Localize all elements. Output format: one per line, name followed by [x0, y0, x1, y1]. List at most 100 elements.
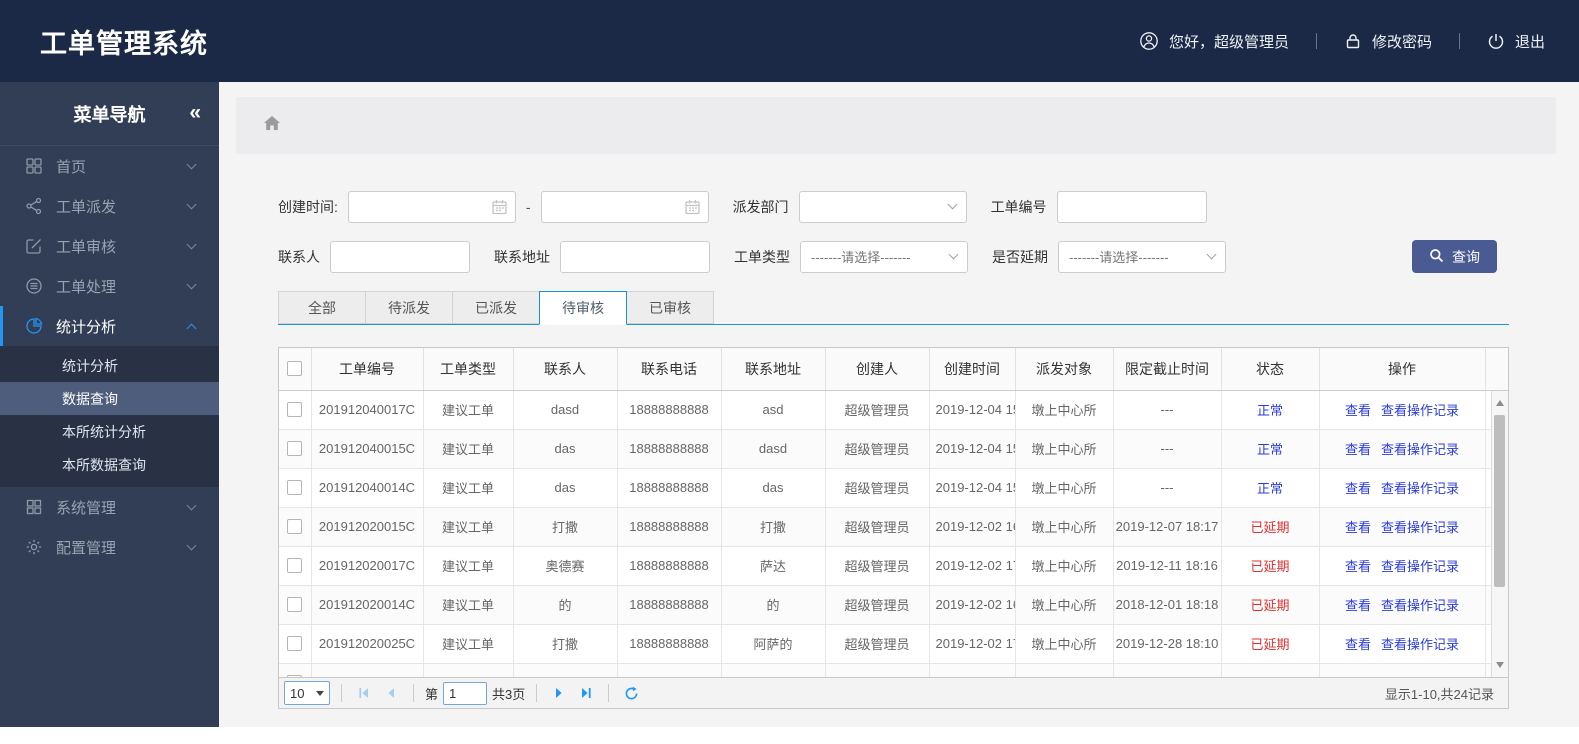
view-link[interactable]: 查看 [1344, 442, 1371, 457]
search-button[interactable]: 查询 [1412, 240, 1497, 273]
next-page-button[interactable] [548, 682, 570, 704]
page-number-input[interactable] [443, 681, 488, 705]
sidebar: 菜单导航 « 首页 工单派发 工单审核 工单处理 统计分析 统计分析 数据查询 本所统计分析本… [0, 82, 219, 727]
address-input[interactable] [560, 240, 710, 273]
status-badge: 已延期 [1250, 598, 1290, 613]
sidebar-subitem[interactable]: 本所数据查询 [0, 448, 219, 481]
th-icon [25, 498, 43, 516]
row-checkbox[interactable] [287, 402, 303, 417]
chevron-down-icon [316, 690, 324, 696]
select-all-checkbox[interactable] [287, 361, 303, 377]
sidebar-item-process[interactable]: 工单处理 [0, 266, 219, 306]
cell-creator: 超级管理员 [825, 390, 930, 430]
row-checkbox[interactable] [287, 558, 303, 573]
cell-actions: 查看 查看操作记录 [1319, 429, 1486, 469]
empty-cell [1221, 663, 1320, 677]
view-link[interactable]: 查看 [1344, 481, 1371, 496]
scroll-down-arrow-icon[interactable] [1496, 662, 1504, 668]
cell-contact: 奥德赛 [513, 546, 618, 586]
page-size-select[interactable]: 10 [284, 681, 330, 705]
row-checkbox[interactable] [287, 480, 303, 495]
table-row: 201912040014C 建议工单 das 18888888888 das 超级管理员 2… [279, 468, 1508, 508]
total-pages-label: 共3页 [492, 686, 526, 702]
sidebar-item-config[interactable]: 配置管理 [0, 527, 219, 567]
sidebar-subitem[interactable]: 统计分析 [0, 349, 219, 382]
view-link[interactable]: 查看 [1344, 598, 1371, 613]
row-checkbox[interactable] [287, 636, 303, 651]
cell-target: 墩上中心所 [1015, 390, 1114, 430]
view-log-link[interactable]: 查看操作记录 [1381, 637, 1460, 652]
column-header: 创建时间 [929, 348, 1016, 391]
sidebar-item-stats[interactable]: 统计分析 [0, 306, 219, 346]
tab-1[interactable]: 待派发 [365, 291, 453, 324]
date-to-input[interactable] [540, 190, 709, 223]
vertical-scrollbar[interactable] [1491, 391, 1508, 677]
tab-3[interactable]: 待审核 [539, 291, 627, 325]
row-select-cell [279, 585, 312, 625]
cell-actions: 查看 查看操作记录 [1319, 507, 1486, 547]
calendar-icon[interactable] [684, 198, 701, 215]
order-type-select[interactable]: -------请选择------- [800, 240, 968, 273]
row-checkbox[interactable] [287, 441, 303, 456]
calendar-icon[interactable] [491, 198, 508, 215]
last-page-button[interactable] [575, 682, 597, 704]
tab-4[interactable]: 已审核 [626, 291, 714, 324]
status-tabs: 全部 待派发 已派发 待审核 已审核 [278, 291, 1509, 325]
logout-link[interactable]: 退出 [1487, 31, 1545, 52]
date-from-input[interactable] [347, 190, 516, 223]
cell-deadline: --- [1113, 468, 1222, 508]
table-row: 201912020014C 建议工单的 18888888888 的超级管理员 2019-… [279, 585, 1508, 625]
first-page-button[interactable] [353, 682, 375, 704]
refresh-button[interactable] [620, 682, 642, 704]
view-link[interactable]: 查看 [1344, 559, 1371, 574]
delay-select[interactable]: -------请选择------- [1058, 240, 1226, 273]
tab-2[interactable]: 已派发 [452, 291, 540, 324]
change-password-link[interactable]: 修改密码 [1344, 31, 1432, 52]
chevron-down-icon [186, 279, 197, 289]
pager-divider [341, 684, 342, 702]
pager-divider [536, 684, 538, 702]
header-divider [1315, 33, 1317, 49]
sidebar-item-review[interactable]: 工单审核 [0, 226, 219, 266]
cell-contact: das [513, 429, 618, 469]
user-greeting: 您好，超级管理员 [1139, 31, 1289, 52]
prev-page-button[interactable] [380, 682, 402, 704]
view-log-link[interactable]: 查看操作记录 [1381, 559, 1460, 574]
sidebar-item-label: 工单派发 [56, 198, 117, 216]
view-link[interactable]: 查看 [1344, 520, 1371, 535]
view-link[interactable]: 查看 [1344, 637, 1371, 652]
date-range-separator: - [525, 198, 531, 215]
cell-status: 已延期 [1221, 546, 1320, 586]
row-checkbox[interactable] [287, 675, 303, 677]
view-link[interactable]: 查看 [1344, 403, 1371, 418]
dispatch-dept-select[interactable] [798, 190, 967, 223]
page-label: 第 [425, 686, 439, 702]
address-label: 联系地址 [494, 248, 550, 265]
sidebar-subitem[interactable]: 本所统计分析 [0, 415, 219, 448]
view-log-link[interactable]: 查看操作记录 [1381, 481, 1460, 496]
collapse-sidebar-button[interactable]: « [189, 100, 201, 124]
cell-type: 建议工单 [423, 468, 514, 508]
cell-actions: 查看 查看操作记录 [1319, 585, 1486, 625]
order-no-input[interactable] [1056, 190, 1207, 223]
status-badge: 正常 [1256, 442, 1283, 457]
row-checkbox[interactable] [287, 519, 303, 534]
view-log-link[interactable]: 查看操作记录 [1381, 403, 1460, 418]
breadcrumb [236, 97, 1556, 154]
view-log-link[interactable]: 查看操作记录 [1381, 598, 1460, 613]
sidebar-subitem[interactable]: 数据查询 [0, 382, 219, 415]
home-icon[interactable] [262, 114, 282, 137]
scroll-up-arrow-icon[interactable] [1496, 400, 1504, 406]
cell-phone: 18888888888 [617, 507, 722, 547]
sidebar-item-home[interactable]: 首页 [0, 146, 219, 186]
contact-input[interactable] [330, 240, 470, 273]
share-icon [25, 197, 43, 215]
tab-0[interactable]: 全部 [278, 291, 366, 324]
scrollbar-thumb[interactable] [1494, 415, 1505, 587]
user-greeting-label: 您好，超级管理员 [1168, 33, 1289, 51]
sidebar-item-dispatch[interactable]: 工单派发 [0, 186, 219, 226]
row-checkbox[interactable] [287, 597, 303, 612]
view-log-link[interactable]: 查看操作记录 [1381, 442, 1460, 457]
view-log-link[interactable]: 查看操作记录 [1381, 520, 1460, 535]
sidebar-item-system[interactable]: 系统管理 [0, 487, 219, 527]
